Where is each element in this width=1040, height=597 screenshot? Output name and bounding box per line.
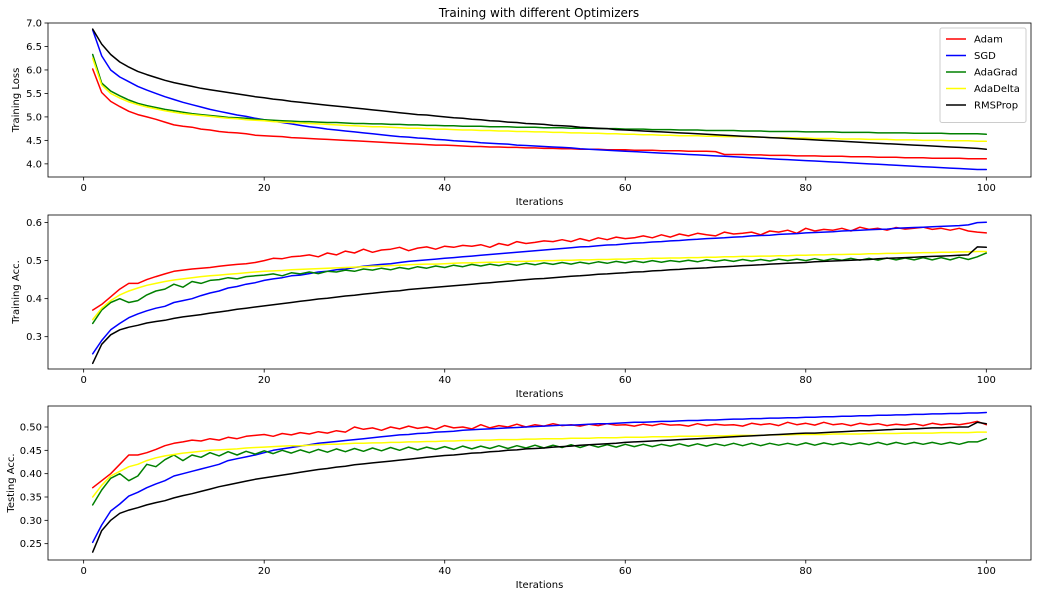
x-tick-label: 80 — [799, 375, 812, 386]
x-tick-label: 60 — [619, 566, 632, 577]
y-tick-label: 5.0 — [26, 112, 42, 123]
testing-accuracy-panel: 0 20 40 60 80 100 0.25 0.30 0.35 0.40 0.45 0.50 Ite… — [6, 405, 1032, 591]
y-axis-label: Testing Acc. — [6, 453, 17, 513]
tick-layer: 0 20 40 60 80 100 4.0 4.5 5.0 5.5 6.0 6.5 7.0 — [26, 19, 996, 195]
x-tick-label: 20 — [258, 375, 271, 386]
y-tick-label: 6.0 — [26, 65, 42, 76]
x-tick-label: 100 — [977, 375, 996, 386]
x-tick-label: 80 — [799, 183, 812, 194]
legend-label-rmsprop: RMSProp — [974, 101, 1018, 112]
y-tick-label: 0.30 — [20, 516, 42, 527]
series-line-sgd — [91, 221, 988, 355]
x-tick-label: 100 — [977, 183, 996, 194]
x-axis-label: Iterations — [516, 197, 564, 208]
series-layer — [91, 411, 988, 553]
plot-frame — [47, 405, 1032, 561]
series-line-adagrad — [91, 252, 988, 325]
series-line-adam — [91, 68, 988, 160]
series-layer — [91, 28, 988, 171]
series-line-sgd — [91, 29, 988, 171]
series-line-adadelta — [91, 57, 988, 143]
y-tick-label: 5.5 — [26, 89, 42, 100]
x-axis-label: Iterations — [516, 580, 564, 591]
training-loss-panel: 0 20 40 60 80 100 4.0 4.5 5.0 5.5 6.0 6.5 7.0 Iterat… — [11, 19, 1032, 208]
x-tick-label: 40 — [438, 183, 451, 194]
tick-layer: 0 20 40 60 80 100 0.3 0.4 0.5 0.6 — [26, 218, 996, 386]
legend-frame — [939, 27, 1027, 123]
chart-title: Training with different Optimizers — [438, 6, 639, 20]
y-axis-label: Training Loss — [11, 68, 22, 134]
y-tick-label: 0.40 — [20, 469, 42, 480]
y-tick-label: 0.5 — [26, 256, 42, 267]
x-tick-label: 60 — [619, 375, 632, 386]
y-tick-label: 0.25 — [20, 539, 42, 550]
y-tick-label: 0.4 — [26, 294, 42, 305]
y-axis-label: Training Acc. — [11, 260, 22, 324]
x-tick-label: 0 — [80, 375, 86, 386]
x-tick-label: 60 — [619, 183, 632, 194]
series-line-rmsprop — [91, 421, 988, 553]
plot-frame — [47, 214, 1032, 370]
y-tick-label: 0.6 — [26, 218, 42, 229]
x-tick-label: 100 — [977, 566, 996, 577]
series-line-rmsprop — [91, 28, 988, 151]
series-line-sgd — [91, 411, 988, 544]
series-line-adadelta — [91, 250, 988, 321]
y-tick-label: 0.35 — [20, 493, 42, 504]
legend-label-adagrad: AdaGrad — [974, 68, 1017, 79]
series-line-rmsprop — [91, 246, 988, 365]
y-tick-label: 4.0 — [26, 159, 42, 170]
x-tick-label: 0 — [80, 183, 86, 194]
series-line-adadelta — [91, 431, 988, 498]
y-tick-label: 0.3 — [26, 332, 42, 343]
y-tick-label: 6.5 — [26, 42, 42, 53]
series-line-adagrad — [91, 53, 988, 136]
legend-label-sgd: SGD — [974, 51, 996, 62]
series-line-adam — [91, 420, 988, 489]
legend-label-adadelta: AdaDelta — [974, 84, 1020, 95]
legend-label-adam: Adam — [974, 35, 1003, 46]
tick-layer: 0 20 40 60 80 100 0.25 0.30 0.35 0.40 0.45 0.50 — [20, 423, 996, 578]
x-tick-label: 20 — [258, 566, 271, 577]
x-tick-label: 80 — [799, 566, 812, 577]
x-tick-label: 0 — [80, 566, 86, 577]
x-tick-label: 40 — [438, 375, 451, 386]
x-tick-label: 20 — [258, 183, 271, 194]
plot-frame — [47, 22, 1032, 178]
series-layer — [91, 221, 988, 365]
x-axis-label: Iterations — [516, 389, 564, 400]
series-line-adam — [91, 226, 988, 311]
x-tick-label: 40 — [438, 566, 451, 577]
series-line-adagrad — [91, 437, 988, 506]
y-tick-label: 4.5 — [26, 136, 42, 147]
y-tick-label: 7.0 — [26, 19, 42, 30]
training-accuracy-panel: 0 20 40 60 80 100 0.3 0.4 0.5 0.6 Iterations Trai… — [11, 214, 1032, 400]
legend: Adam SGD AdaGrad AdaDelta RMSProp — [939, 27, 1027, 123]
y-tick-label: 0.45 — [20, 446, 42, 457]
y-tick-label: 0.50 — [20, 423, 42, 434]
